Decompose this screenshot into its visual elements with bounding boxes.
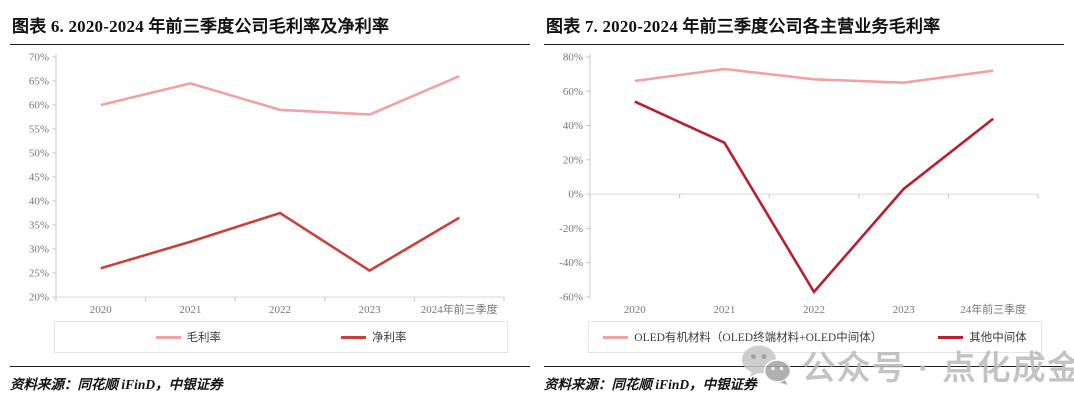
source-note: 资料来源：同花顺 iFinD，中银证券: [544, 366, 1064, 393]
other-intermediates-swatch: [938, 335, 964, 339]
legend-item-net-margin: 净利率: [341, 329, 407, 345]
x-tick-label: 2022: [803, 304, 825, 316]
y-tick-label: 80%: [563, 52, 583, 64]
legend-item-oled-materials: OLED有机材料（OLED终端材料+OLED中间体）: [603, 329, 882, 345]
y-tick-label: -40%: [559, 257, 583, 269]
legend-item-other-intermediates: 其他中间体: [938, 329, 1027, 345]
y-tick-label: 70%: [29, 52, 49, 64]
net-margin-swatch: [341, 335, 366, 339]
legend-label: 净利率: [372, 332, 407, 344]
y-tick-label: 50%: [29, 148, 49, 160]
chart-title: 图表 7. 2020-2024 年前三季度公司各主营业务毛利率: [544, 8, 1064, 45]
chart-legend: 毛利率 净利率: [54, 321, 508, 353]
y-tick-label: 20%: [563, 154, 583, 166]
chart-panel-business-margins: 图表 7. 2020-2024 年前三季度公司各主营业务毛利率 80% 60% 40…: [544, 8, 1064, 393]
y-tick-label: 60%: [563, 86, 583, 98]
y-tick-label: 35%: [29, 220, 49, 232]
y-tick-label: -20%: [559, 223, 583, 235]
x-tick-label: 2023: [893, 304, 916, 316]
oled-materials-swatch: [603, 335, 629, 339]
series-line-0: [100, 75, 460, 116]
chart-legend: OLED有机材料（OLED终端材料+OLED中间体） 其他中间体: [588, 321, 1042, 353]
legend-label: 其他中间体: [969, 332, 1027, 344]
legend-item-gross-margin: 毛利率: [155, 329, 222, 345]
y-tick-label: 40%: [29, 196, 49, 208]
x-tick-label: 2024年前三季度: [421, 302, 498, 316]
source-note: 资料来源：同花顺 iFinD，中银证券: [10, 366, 530, 393]
y-tick-label: 0%: [568, 189, 583, 201]
series-line-1: [100, 211, 460, 273]
x-tick-label: 2021: [179, 304, 201, 316]
line-chart-business-margins: 80% 60% 40% 20% 0% -20% -40% -60% 2020 2021 2022 20…: [559, 52, 1039, 316]
x-tick-label: 2021: [713, 304, 735, 316]
x-tick-label: 24年前三季度: [960, 302, 1026, 316]
y-tick-label: 25%: [29, 268, 49, 280]
y-tick-label: 20%: [29, 292, 49, 304]
y-tick-label: 65%: [29, 76, 49, 88]
series-line-1: [634, 100, 995, 295]
y-tick-label: 30%: [29, 244, 49, 256]
chart-title: 图表 6. 2020-2024 年前三季度公司毛利率及净利率: [10, 8, 530, 45]
y-tick-label: 40%: [563, 120, 583, 132]
chart-panel-gross-net-margin: 图表 6. 2020-2024 年前三季度公司毛利率及净利率 70% 65% 60%…: [10, 8, 530, 393]
x-tick-label: 2020: [90, 304, 113, 316]
x-tick-label: 2023: [359, 304, 382, 316]
y-tick-label: 60%: [29, 100, 49, 112]
y-tick-label: -60%: [559, 292, 583, 304]
y-tick-label: 55%: [29, 124, 49, 136]
legend-label: 毛利率: [186, 332, 222, 344]
series-line-0: [634, 67, 994, 85]
x-tick-label: 2022: [269, 304, 291, 316]
y-tick-label: 45%: [29, 172, 49, 184]
x-tick-label: 2020: [624, 304, 647, 316]
line-chart-gross-net-margin: 70% 65% 60% 55% 50% 45% 40% 35% 30% 25% 20% 2020 202…: [29, 52, 505, 316]
legend-label: OLED有机材料（OLED终端材料+OLED中间体）: [634, 332, 883, 344]
gross-margin-swatch: [155, 335, 181, 339]
